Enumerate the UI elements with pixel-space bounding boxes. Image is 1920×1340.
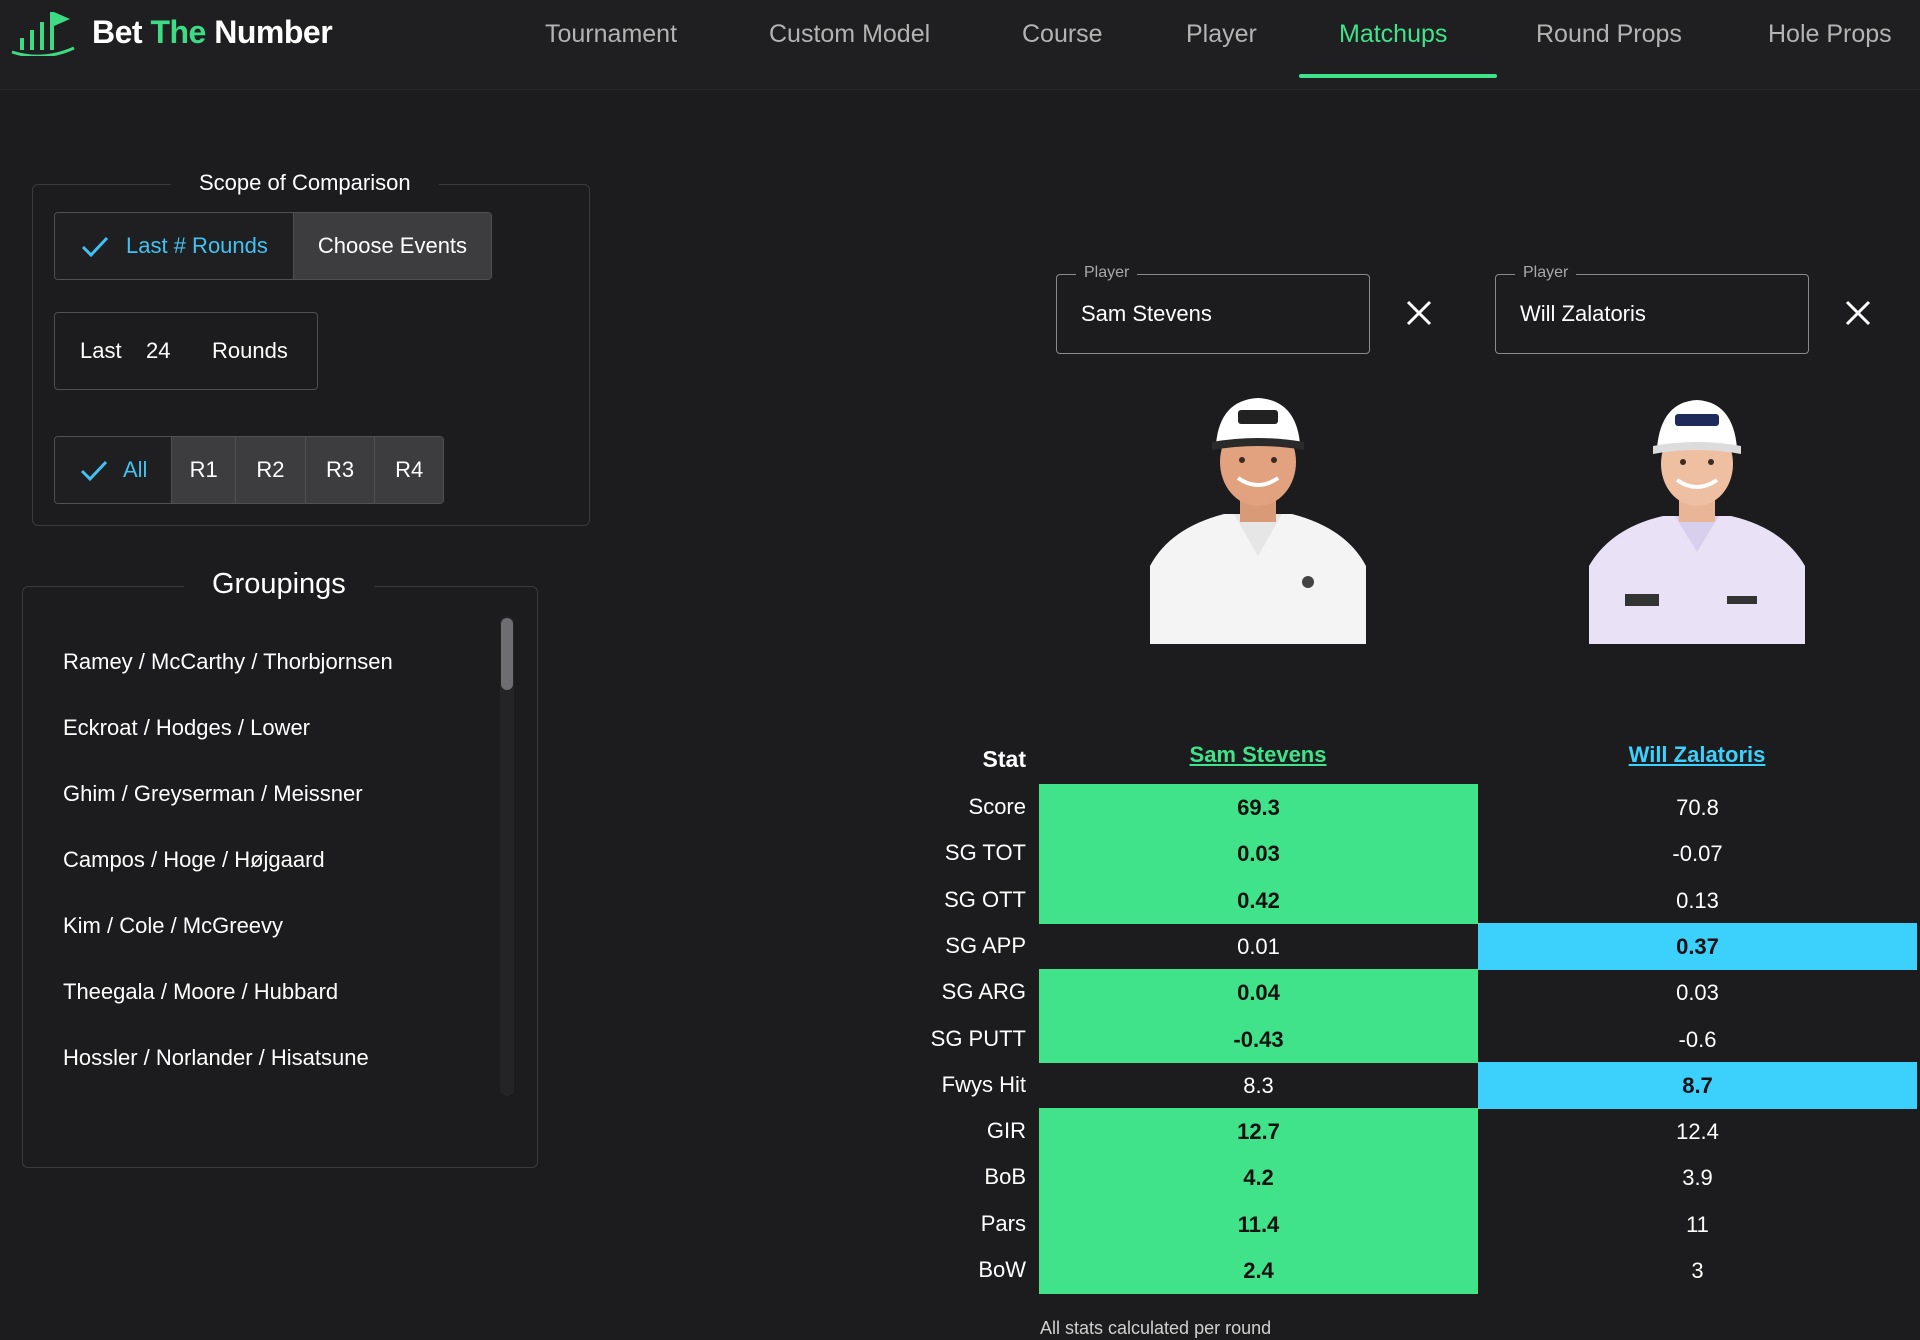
round-option-r4[interactable]: R4 [375, 437, 443, 503]
player-1-stat-cell: 69.3 [1039, 784, 1478, 831]
stat-label: SG PUTT [930, 1026, 1026, 1051]
stat-label: Score [968, 794, 1026, 819]
clear-player-1-icon[interactable] [1404, 298, 1434, 328]
groupings-scrollbar[interactable] [500, 616, 514, 1096]
player-1-stat-cell: 4.2 [1039, 1154, 1478, 1201]
last-suffix: Rounds [212, 338, 288, 363]
grouping-item[interactable]: Ramey / McCarthy / Thorbjornsen [63, 649, 393, 674]
player-1-stat-cell: 0.01 [1237, 933, 1280, 959]
player-2-stat-cell: 0.03 [1676, 979, 1719, 1005]
brand-part-1: Bet [92, 14, 151, 50]
stats-footnote: All stats calculated per round [1040, 1318, 1272, 1338]
stat-label: Fwys Hit [941, 1072, 1026, 1097]
player-2-stat-cell: -0.6 [1678, 1026, 1717, 1052]
stat-label: SG ARG [941, 979, 1026, 1004]
groupings-scroll-thumb[interactable] [501, 618, 513, 690]
grouping-item[interactable]: Theegala / Moore / Hubbard [63, 979, 339, 1004]
player-1-stat-cell: -0.43 [1039, 1016, 1478, 1063]
player-1-stat-cell: 2.4 [1039, 1247, 1478, 1294]
stat-label: BoB [984, 1164, 1026, 1189]
grouping-item[interactable]: Hossler / Norlander / Hisatsune [63, 1045, 369, 1070]
player-2-stat-cell: 11 [1686, 1211, 1709, 1237]
tab-hole-props[interactable]: Hole Props [1768, 20, 1892, 48]
tab-matchups[interactable]: Matchups [1339, 20, 1448, 48]
stat-column-header: Stat [982, 746, 1026, 772]
player-2-stat-cell: 70.8 [1676, 794, 1719, 820]
scope-title: Scope of Comparison [171, 170, 439, 196]
tab-course[interactable]: Course [1022, 20, 1103, 48]
check-icon [80, 460, 108, 482]
brand-part-3: Number [205, 14, 333, 50]
rounds-count-value[interactable]: 24 [146, 338, 171, 363]
check-icon [81, 236, 109, 258]
stat-label: SG APP [945, 933, 1026, 958]
top-nav-bar: Bet The Number Tournament Custom Model C… [0, 0, 1920, 90]
stat-label: Pars [980, 1211, 1026, 1236]
player-1-stat-cell: 11.4 [1039, 1201, 1478, 1248]
logo-icon[interactable] [8, 8, 78, 56]
player-1-stat-cell: 0.42 [1039, 877, 1478, 924]
player-1-field[interactable] [1056, 274, 1370, 354]
player-2-stat-cell: 0.13 [1676, 887, 1719, 913]
round-filter-toggle: All R1 R2 R3 R4 [54, 436, 444, 504]
round-option-r3[interactable]: R3 [305, 437, 376, 503]
tab-player[interactable]: Player [1186, 20, 1257, 48]
player-1-field-label: Player [1076, 264, 1138, 282]
brand-part-2: The [150, 14, 206, 50]
scope-mode-toggle: Last # Rounds Choose Events [54, 212, 492, 280]
choose-events-label: Choose Events [317, 233, 468, 258]
player-2-stat-cell: -0.07 [1672, 840, 1723, 866]
round-option-all-label: All [122, 457, 148, 482]
player-2-stat-cell: 3.9 [1682, 1164, 1713, 1190]
player-1-stat-cell: 0.04 [1039, 969, 1478, 1016]
player-1-column-header[interactable]: Sam Stevens [1189, 742, 1327, 767]
tab-tournament[interactable]: Tournament [545, 20, 678, 48]
round-option-r2[interactable]: R2 [236, 437, 306, 503]
tab-custom-model[interactable]: Custom Model [769, 20, 931, 48]
stat-label: SG OTT [944, 887, 1026, 912]
stat-label: BoW [978, 1257, 1026, 1282]
stat-label: GIR [986, 1118, 1026, 1143]
player-2-column-header[interactable]: Will Zalatoris [1628, 742, 1766, 767]
player-2-field[interactable] [1495, 274, 1809, 354]
player-2-stat-cell: 3 [1691, 1257, 1704, 1283]
last-prefix: Last [80, 338, 122, 363]
brand-name[interactable]: Bet The Number [92, 14, 333, 51]
active-tab-indicator [1299, 74, 1497, 78]
tab-round-props[interactable]: Round Props [1536, 20, 1682, 48]
clear-player-2-icon[interactable] [1843, 298, 1873, 328]
player-1-stat-cell: 12.7 [1039, 1108, 1478, 1155]
choose-events-option[interactable]: Choose Events [293, 213, 491, 279]
player-1-headshot [1150, 398, 1366, 644]
player-2-stat-cell: 0.37 [1478, 923, 1917, 970]
last-rounds-input[interactable]: Last 24 Rounds [54, 312, 318, 390]
grouping-item[interactable]: Eckroat / Hodges / Lower [63, 715, 311, 740]
player-1-stat-cell: 8.3 [1243, 1072, 1274, 1098]
grouping-item[interactable]: Ghim / Greyserman / Meissner [63, 781, 363, 806]
player-2-stat-cell: 8.7 [1478, 1062, 1917, 1109]
last-rounds-label: Last # Rounds [126, 233, 268, 258]
round-option-all[interactable]: All [55, 437, 173, 503]
player-2-stat-cell: 12.4 [1676, 1118, 1719, 1144]
player-2-headshot [1589, 400, 1805, 644]
last-rounds-option[interactable]: Last # Rounds [55, 213, 294, 279]
stat-label: SG TOT [944, 840, 1026, 865]
round-option-r1[interactable]: R1 [172, 437, 237, 503]
player-2-field-label: Player [1515, 264, 1577, 282]
player-1-stat-cell: 0.03 [1039, 830, 1478, 877]
grouping-item[interactable]: Kim / Cole / McGreevy [63, 913, 284, 938]
grouping-item[interactable]: Campos / Hoge / Højgaard [63, 847, 325, 872]
groupings-title: Groupings [184, 568, 374, 601]
